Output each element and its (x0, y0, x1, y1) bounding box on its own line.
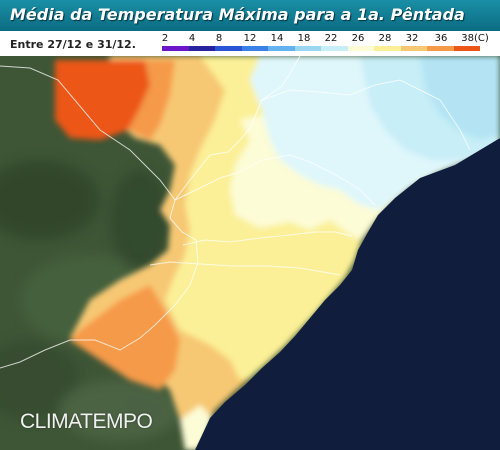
legend-bar: Entre 27/12 e 31/12. 2 4 8 12 14 18 22 2… (0, 31, 500, 57)
legend-tick: 8 (215, 33, 223, 44)
temperature-overlay (55, 56, 500, 450)
legend-swatch (162, 46, 189, 51)
legend-tick: 38(C) (461, 33, 489, 44)
legend-swatch (188, 46, 215, 51)
legend-swatch (453, 46, 480, 51)
title-bar: Média da Temperatura Máxima para a 1a. P… (0, 0, 500, 32)
legend-tick: 26 (351, 33, 365, 44)
legend-tick-labels: 2 4 8 12 14 18 22 26 28 32 36 38(C) (162, 33, 496, 45)
legend-tick: 12 (243, 33, 257, 44)
legend-tick: 18 (297, 33, 311, 44)
legend-tick: 4 (188, 33, 196, 44)
legend-swatch (241, 46, 268, 51)
legend-swatch (215, 46, 242, 51)
legend-tick: 22 (324, 33, 338, 44)
legend-swatch (347, 46, 374, 51)
legend-swatch (294, 46, 321, 51)
period-label: Entre 27/12 e 31/12. (10, 38, 136, 51)
legend-swatch (321, 46, 348, 51)
legend-tick: 32 (405, 33, 419, 44)
border-lines (0, 56, 471, 369)
legend-tick: 28 (378, 33, 392, 44)
climatempo-watermark: CLIMATEMPO (20, 410, 153, 433)
legend-swatch (400, 46, 427, 51)
legend-color-scale (162, 46, 480, 51)
temperature-map (0, 56, 500, 450)
map-title: Média da Temperatura Máxima para a 1a. P… (10, 5, 465, 24)
legend-tick: 14 (270, 33, 284, 44)
legend-swatch (374, 46, 401, 51)
legend-swatch (427, 46, 454, 51)
legend-tick: 2 (161, 33, 169, 44)
legend-swatch (268, 46, 295, 51)
legend-tick: 36 (434, 33, 448, 44)
